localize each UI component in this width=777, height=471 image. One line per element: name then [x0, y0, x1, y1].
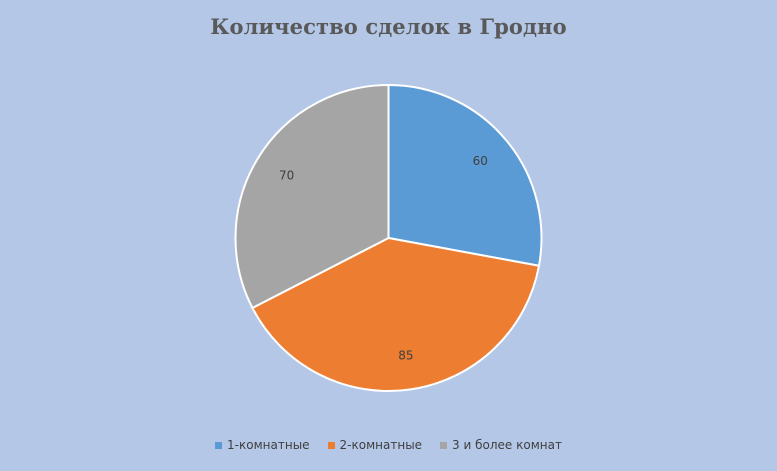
legend-swatch-1: [215, 441, 223, 449]
slice-3-i-bolee: [234, 83, 390, 310]
pie-slices: [234, 83, 543, 392]
legend: 1-комнатные 2-комнатные 3 и более комнат: [0, 438, 777, 452]
slice-1-komnatnye: [387, 83, 543, 267]
data-label-1: 60: [473, 154, 488, 168]
chart-title: Количество сделок в Гродно: [210, 14, 567, 39]
legend-item-1: 1-комнатные: [215, 438, 310, 452]
legend-swatch-2: [327, 441, 335, 449]
data-label-2: 85: [398, 349, 413, 363]
legend-item-2: 2-комнатные: [327, 438, 423, 452]
data-label-3: 70: [279, 168, 294, 182]
slice-2-komnatnye: [251, 236, 541, 392]
legend-label-2: 2-комнатные: [339, 438, 423, 452]
legend-label-3: 3 и более комнат: [452, 438, 562, 452]
legend-label-1: 1-комнатные: [227, 438, 310, 452]
legend-swatch-3: [440, 441, 448, 449]
legend-item-3: 3 и более комнат: [440, 438, 562, 452]
pie-data-labels: 60 85 70: [279, 154, 488, 362]
